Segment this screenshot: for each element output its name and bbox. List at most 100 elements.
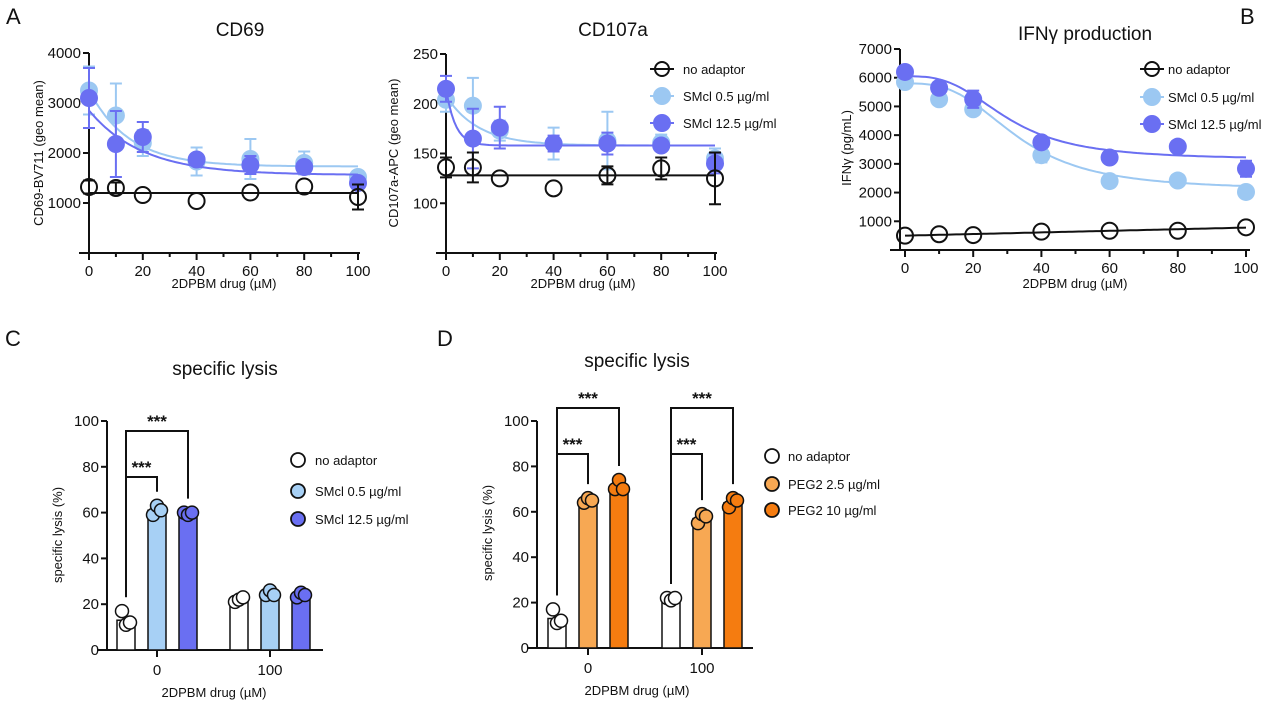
y-tick-label: 40 <box>82 550 99 567</box>
y-tick-label: 0 <box>521 640 529 657</box>
x-axis-label: 2DPBM drug (µM) <box>530 276 635 291</box>
x-axis-label: 2DPBM drug (µM) <box>161 685 266 700</box>
data-point <box>106 135 125 153</box>
data-point <box>80 89 98 107</box>
fit-curve-1 <box>445 95 715 147</box>
data-point <box>896 62 914 81</box>
y-axis-label: CD107a-APC (geo mean) <box>386 79 401 228</box>
chart-2: IFNγ production 2DPBM drug (µM) IFNγ (pg/m… <box>839 24 1262 291</box>
chart-0: CD69 2DPBM drug (µM) CD69-BV711 (geo mean)… <box>31 20 371 291</box>
fit-curve-0 <box>905 226 1247 237</box>
replicate-point <box>266 587 282 603</box>
y-tick-label: 0 <box>91 642 99 659</box>
legend-label: no adaptor <box>1168 62 1231 77</box>
data-point <box>1237 159 1255 178</box>
legend-marker <box>1143 115 1161 133</box>
legend-label: SMcl 12.5 µg/ml <box>683 116 777 131</box>
data-point <box>1237 218 1255 237</box>
data-point <box>133 128 152 146</box>
y-tick-label: 100 <box>504 413 529 430</box>
y-tick-label: 100 <box>74 413 99 430</box>
x-tick-label: 100 <box>257 662 282 679</box>
error-bar <box>466 151 479 184</box>
fit-curve-2 <box>905 75 1247 159</box>
bar <box>178 511 198 651</box>
legend-label: SMcl 0.5 µg/ml <box>315 484 401 499</box>
chart-3: specific lysis 2DPBM drug (µM) specific ly… <box>50 359 409 700</box>
x-tick-label: 0 <box>901 260 909 277</box>
x-tick-label: 0 <box>442 263 450 280</box>
fit-curve-1 <box>905 82 1247 187</box>
significance-bracket <box>670 407 734 585</box>
replicate-point <box>553 613 569 629</box>
legend-label: SMcl 0.5 µg/ml <box>1168 90 1254 105</box>
y-tick-label: 4000 <box>48 45 81 62</box>
data-point <box>349 174 367 192</box>
y-tick-label: 1000 <box>859 213 892 230</box>
data-point <box>463 158 482 177</box>
chart-title: specific lysis <box>172 359 278 380</box>
x-tick-label: 100 <box>1233 260 1258 277</box>
legend-marker <box>764 502 780 518</box>
data-point <box>187 192 206 210</box>
data-point <box>187 150 206 169</box>
replicate-point <box>184 505 200 520</box>
y-tick-label: 20 <box>82 596 99 613</box>
data-point <box>544 134 563 153</box>
data-point <box>349 188 367 206</box>
chart-title: IFNγ production <box>1018 24 1152 45</box>
y-tick-label: 4000 <box>859 127 892 144</box>
replicate-point <box>698 509 714 524</box>
replicate-point <box>235 590 251 605</box>
legend-label: PEG2 2.5 µg/ml <box>788 477 880 492</box>
x-tick-label: 0 <box>153 662 161 679</box>
y-tick-label: 1000 <box>48 195 81 212</box>
data-point <box>1168 137 1187 156</box>
data-point <box>652 159 671 178</box>
x-tick-label: 80 <box>653 263 670 280</box>
data-point <box>1100 172 1119 191</box>
legend-marker <box>290 483 306 499</box>
data-point <box>241 156 260 174</box>
y-tick-label: 2000 <box>859 185 892 202</box>
chart-1: CD107a 2DPBM drug (µM) CD107a-APC (geo mea… <box>386 20 777 291</box>
data-point <box>437 79 455 98</box>
x-tick-label: 20 <box>134 263 151 280</box>
replicate-point <box>584 493 600 508</box>
legend-marker <box>1143 88 1161 106</box>
x-tick-label: 80 <box>296 263 313 280</box>
bar <box>578 499 598 649</box>
y-tick-label: 80 <box>82 459 99 476</box>
y-tick-label: 150 <box>413 146 438 163</box>
data-point <box>930 78 949 97</box>
error-bar <box>83 179 95 195</box>
data-point <box>964 90 983 109</box>
y-axis-label: CD69-BV711 (geo mean) <box>31 80 46 226</box>
x-tick-label: 80 <box>1169 260 1186 277</box>
y-tick-label: 6000 <box>859 70 892 87</box>
significance-bracket <box>125 430 189 598</box>
fit-curve-2 <box>445 88 715 147</box>
panel-letter-b: B <box>1240 4 1255 29</box>
data-point <box>133 186 152 204</box>
x-tick-label: 100 <box>702 263 727 280</box>
legend-label: no adaptor <box>788 449 851 464</box>
fit-curve-2 <box>88 109 359 176</box>
bar <box>723 501 743 649</box>
y-tick-label: 2000 <box>48 145 81 162</box>
y-axis-label: IFNγ (pg/mL) <box>839 110 854 186</box>
legend-label: SMcl 12.5 µg/ml <box>1168 117 1262 132</box>
data-point <box>463 129 482 148</box>
data-point <box>463 96 482 115</box>
replicate-point <box>297 587 313 603</box>
y-tick-label: 40 <box>512 549 529 566</box>
data-point <box>1100 148 1119 167</box>
significance-label: *** <box>677 435 697 454</box>
replicate-point <box>153 503 169 518</box>
replicate-point <box>114 603 130 619</box>
data-point <box>1032 222 1051 241</box>
x-tick-label: 60 <box>599 263 616 280</box>
y-axis-label: specific lysis (%) <box>50 487 65 583</box>
x-tick-label: 100 <box>345 263 370 280</box>
